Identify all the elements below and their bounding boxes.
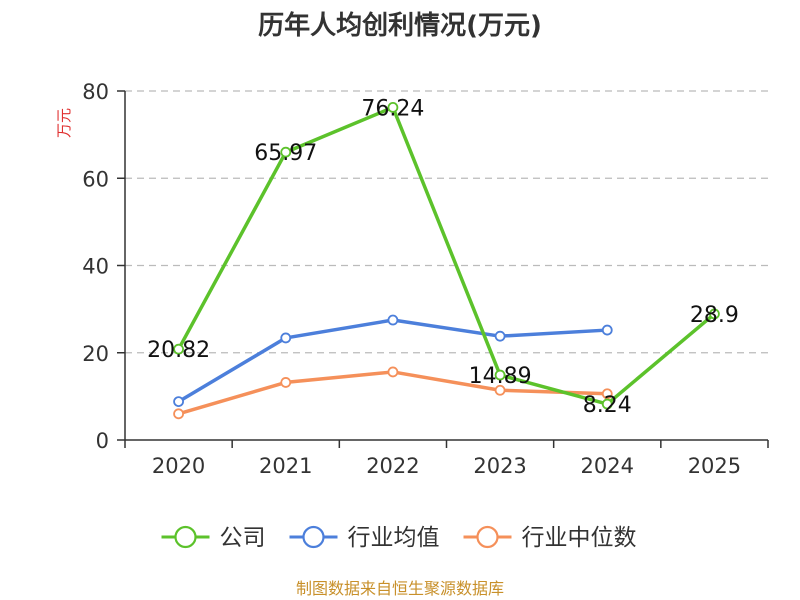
series-line bbox=[176, 318, 609, 404]
y-tick-label: 60 bbox=[82, 167, 109, 191]
data-point bbox=[494, 384, 506, 396]
data-point bbox=[280, 332, 292, 344]
data-point bbox=[173, 343, 184, 355]
series-line bbox=[176, 370, 609, 416]
y-tick-label: 80 bbox=[82, 80, 109, 104]
legend-label: 行业中位数 bbox=[522, 525, 637, 551]
data-point bbox=[601, 324, 613, 336]
x-tick-label: 2025 bbox=[688, 454, 741, 478]
legend: 公司 行业均值 行业中位数 bbox=[161, 525, 637, 551]
series-1 bbox=[173, 314, 613, 408]
data-point bbox=[280, 377, 292, 388]
x-tick-label: 2022 bbox=[366, 454, 419, 478]
data-label: 20.82 bbox=[147, 338, 210, 363]
chart-title: 历年人均创利情况(万元) bbox=[258, 10, 542, 41]
series-lines bbox=[173, 102, 720, 420]
data-point bbox=[387, 366, 399, 378]
legend-marker bbox=[174, 525, 197, 549]
data-label: 28.9 bbox=[690, 303, 739, 328]
data-label: 8.24 bbox=[583, 393, 632, 418]
x-tick-label: 2020 bbox=[152, 454, 205, 478]
series-line bbox=[176, 105, 717, 406]
data-label: 14.89 bbox=[469, 364, 532, 389]
x-tick-label: 2023 bbox=[473, 454, 526, 478]
series-2 bbox=[173, 366, 613, 420]
x-tick-label: 2021 bbox=[259, 454, 312, 478]
y-tick-label: 0 bbox=[96, 429, 109, 453]
y-tick-label: 20 bbox=[82, 342, 109, 366]
data-point bbox=[494, 369, 506, 381]
y-tick-label: 40 bbox=[82, 255, 109, 279]
data-point bbox=[173, 408, 184, 420]
data-point bbox=[494, 330, 506, 342]
data-point bbox=[601, 398, 613, 410]
axes: 0 20 40 60 80 2020 2021 2022 2023 2024 2025 bbox=[82, 80, 769, 478]
data-point bbox=[387, 314, 399, 326]
data-point bbox=[173, 396, 184, 408]
legend-item-1: 行业均值 bbox=[289, 525, 440, 551]
legend-marker bbox=[476, 525, 499, 549]
data-label: 76.24 bbox=[361, 96, 424, 121]
legend-label: 公司 bbox=[220, 525, 266, 551]
grid-lines bbox=[125, 90, 768, 354]
x-tick-label: 2024 bbox=[581, 454, 634, 478]
data-point bbox=[709, 308, 720, 320]
legend-label: 行业均值 bbox=[348, 525, 440, 551]
data-point bbox=[280, 146, 292, 158]
source-note: 制图数据来自恒生聚源数据库 bbox=[296, 579, 504, 598]
data-labels: 20.82 65.97 76.24 14.89 8.24 28.9 bbox=[147, 96, 739, 418]
data-label: 65.97 bbox=[254, 141, 317, 166]
data-point bbox=[387, 102, 399, 113]
data-point bbox=[601, 388, 613, 400]
legend-item-2: 行业中位数 bbox=[463, 525, 637, 551]
legend-marker bbox=[302, 525, 325, 549]
y-axis-label: 万元 bbox=[55, 108, 73, 138]
legend-item-0: 公司 bbox=[161, 525, 266, 551]
series-0 bbox=[173, 102, 720, 410]
